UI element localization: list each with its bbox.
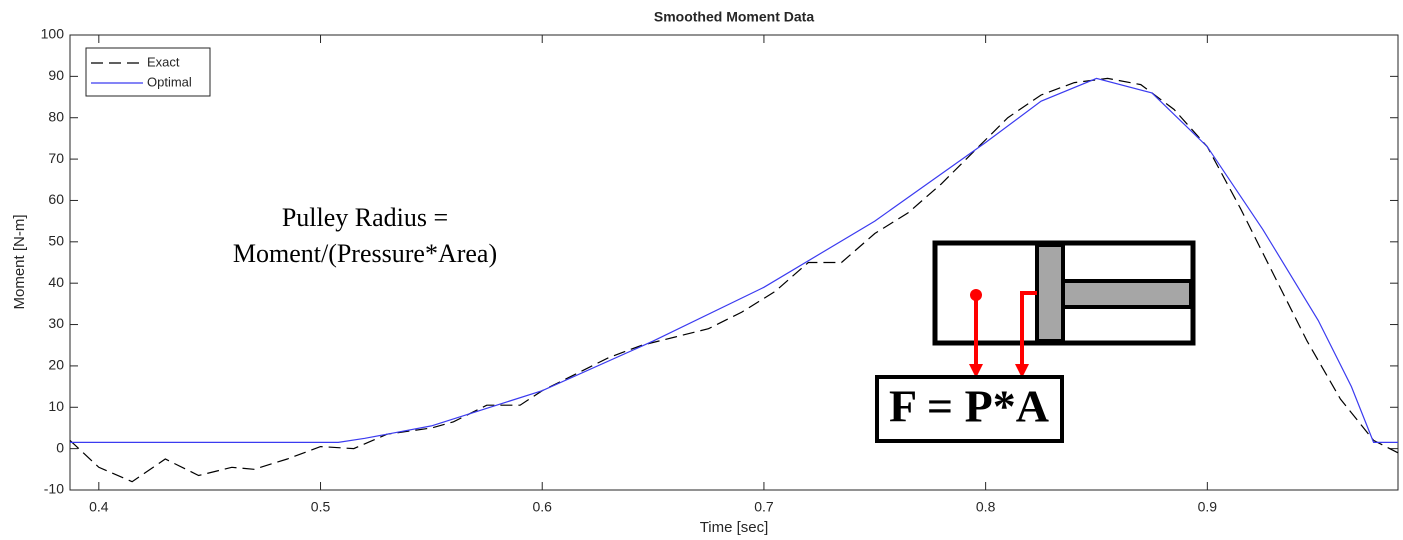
x-tick-label: 0.5 — [311, 499, 331, 515]
y-tick-label: 80 — [48, 108, 64, 124]
series-line — [70, 77, 1398, 443]
series-line — [69, 77, 1399, 483]
y-tick-label: -10 — [44, 481, 64, 497]
arrow-head — [969, 364, 983, 378]
y-tick-label: 100 — [41, 26, 65, 42]
x-tick-label: 0.9 — [1198, 499, 1218, 515]
arrow — [1020, 291, 1037, 366]
x-axis-label: Time [sec] — [700, 519, 769, 536]
legend: Exact Optimal — [85, 47, 211, 97]
x-tick-label: 0.4 — [89, 499, 109, 515]
formula-box — [875, 375, 1064, 443]
y-tick-label: 10 — [48, 398, 64, 414]
y-tick-label: 40 — [48, 274, 64, 290]
y-tick-label: 20 — [48, 357, 64, 373]
legend-label: Optimal — [147, 74, 192, 89]
x-tick-label: 0.8 — [976, 499, 996, 515]
y-axis-label: Moment [N-m] — [11, 214, 28, 309]
annotation: Moment/(Pressure*Area) — [233, 239, 497, 268]
formula: F = P*A — [889, 381, 1049, 432]
cylinder-diagram: F = P*A — [875, 240, 1196, 443]
y-tick-label: 50 — [48, 233, 64, 249]
y-tick-label: 60 — [48, 191, 64, 207]
arrow-head — [1015, 364, 1029, 378]
y-tick-label: 30 — [48, 315, 64, 331]
rod — [1061, 279, 1193, 309]
y-tick-label: 90 — [48, 67, 64, 83]
legend-label: Exact — [147, 54, 180, 69]
chart-title: Smoothed Moment Data — [654, 9, 814, 25]
y-tick-label: 0 — [56, 439, 64, 455]
x-tick-label: 0.6 — [532, 499, 552, 515]
y-tick-label: 70 — [48, 150, 64, 166]
x-tick-label: 0.7 — [754, 499, 774, 515]
piston — [1035, 243, 1065, 343]
legend-box — [85, 47, 211, 97]
plot-area — [69, 34, 1399, 491]
annotation: Pulley Radius = — [282, 203, 448, 232]
